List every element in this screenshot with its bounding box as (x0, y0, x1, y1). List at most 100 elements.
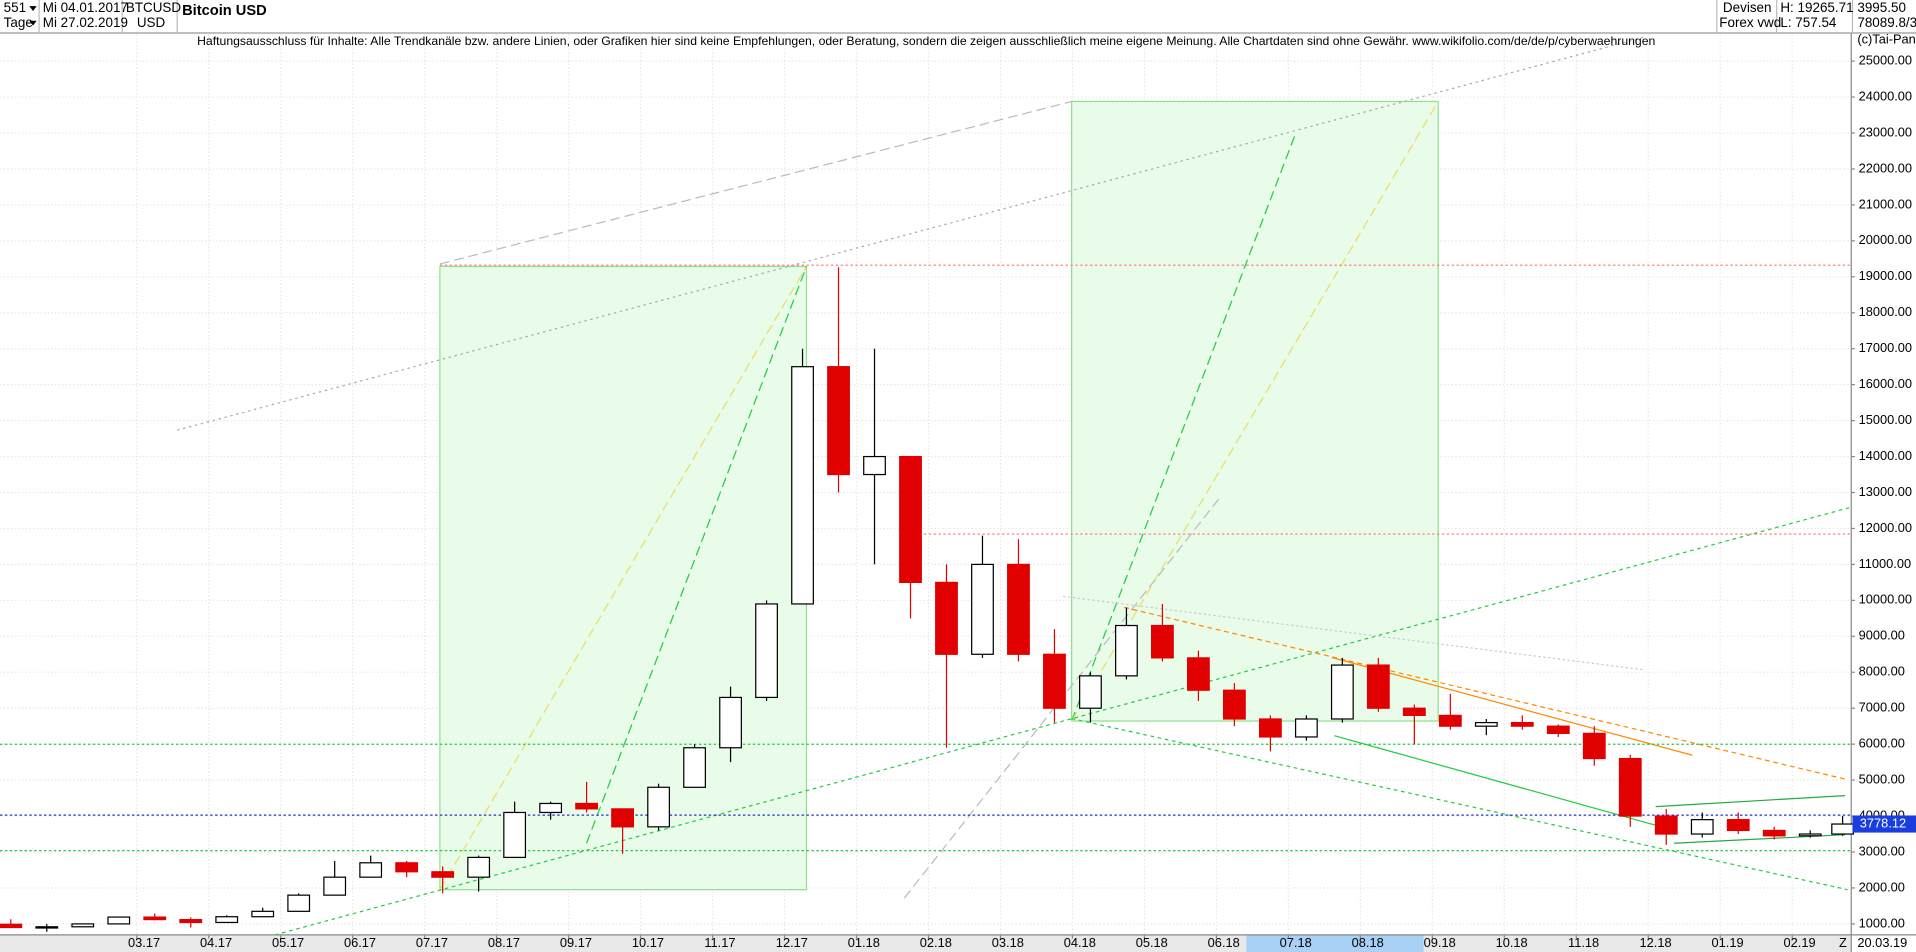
source: Forex vwd (1719, 15, 1781, 30)
x-tick-label: 04.17 (200, 935, 232, 950)
candles (0, 267, 1855, 932)
last-price-label: 3778.12 (1860, 815, 1906, 830)
y-tick-label: 12000.00 (1859, 520, 1913, 535)
trendline (274, 506, 1852, 936)
dropdown-arrow[interactable] (29, 20, 37, 26)
candle-body (1079, 675, 1102, 709)
candle-body (1043, 653, 1066, 709)
x-tick-label: 03.18 (992, 935, 1024, 950)
candle-body (791, 366, 814, 605)
disclaimer: Haftungsausschluss für Inhalte: Alle Tre… (197, 34, 1655, 48)
candle-body (395, 862, 419, 873)
candle-body (1474, 721, 1498, 727)
x-tick-label: 07.18 (1280, 935, 1312, 950)
y-tick-label: 20000.00 (1859, 232, 1913, 247)
y-tick-label: 17000.00 (1859, 340, 1913, 355)
y-tick-label: 10000.00 (1859, 592, 1913, 607)
candle-body (611, 808, 635, 828)
candle-body (503, 811, 527, 859)
last-price-box (1852, 815, 1916, 833)
y-tick-label: 15000.00 (1859, 412, 1913, 427)
y-tick-label: 19000.00 (1859, 268, 1913, 283)
dropdown-arrow[interactable] (29, 6, 37, 11)
axis-marker: Z (1839, 935, 1847, 950)
y-tick-label: 7000.00 (1859, 700, 1905, 715)
candle-body (107, 916, 131, 925)
header-value: 3995.50 (1857, 0, 1906, 15)
x-axis-highlight (1246, 934, 1424, 952)
y-tick-label: 18000.00 (1859, 304, 1913, 319)
trendline (1124, 606, 1848, 781)
candle-body (1222, 689, 1246, 720)
x-tick-label: 11.18 (1568, 935, 1599, 950)
period-selector[interactable]: Tage (4, 15, 33, 30)
x-tick-label: 06.18 (1208, 935, 1240, 950)
candle-body (323, 876, 347, 896)
y-tick-label: 11000.00 (1859, 556, 1912, 571)
y-tick-label: 13000.00 (1859, 484, 1913, 499)
x-tick-label: 11.17 (704, 935, 735, 950)
symbol: BTCUSD (126, 0, 182, 15)
y-tick-label: 22000.00 (1859, 160, 1913, 175)
trendline (1071, 101, 1439, 722)
candle-body (539, 802, 563, 814)
trendline (439, 266, 808, 890)
y-tick-label: 25000.00 (1859, 52, 1913, 67)
currency: USD (137, 15, 166, 30)
x-tick-label: 02.19 (1783, 935, 1815, 950)
x-tick-label: 05.17 (272, 935, 304, 950)
x-tick-label: 04.18 (1064, 935, 1096, 950)
y-tick-label: 16000.00 (1859, 376, 1913, 391)
candle-body (935, 581, 958, 655)
candle-body (179, 918, 203, 924)
trendline (1331, 656, 1693, 756)
candle-body (1762, 829, 1786, 837)
chart-title: Bitcoin USD (182, 3, 267, 19)
header-value: 78089.8/3 (1857, 15, 1916, 30)
y-tick-label: 9000.00 (1859, 628, 1905, 643)
candle-body (899, 455, 922, 583)
candle-body (467, 856, 491, 878)
y-tick-label: 2000.00 (1859, 879, 1905, 894)
y-tick-label: 24000.00 (1859, 88, 1913, 103)
candle-body (1690, 819, 1714, 835)
trendline (585, 266, 808, 844)
x-tick-label: 01.19 (1712, 935, 1744, 950)
header-bg (0, 0, 1916, 33)
candle-body (1294, 718, 1318, 738)
candle-body (1582, 732, 1606, 760)
x-tick-label: 03.17 (128, 935, 160, 950)
candle-body (143, 916, 167, 921)
x-tick-label: 08.18 (1352, 935, 1384, 950)
bars-selector[interactable]: 551 (4, 0, 26, 15)
candle-body (359, 862, 383, 878)
candle-body (1115, 624, 1138, 677)
candle-body (1618, 757, 1642, 817)
copyright: (c)Tai-Pan (1857, 32, 1915, 47)
x-tick-label: 09.18 (1424, 935, 1456, 950)
candle-body (287, 894, 311, 912)
market: Devisen (1723, 0, 1772, 15)
x-tick-label: 12.18 (1640, 935, 1672, 950)
y-tick-label: 23000.00 (1859, 124, 1913, 139)
x-tick-label: 06.17 (344, 935, 376, 950)
candle-body (1510, 721, 1534, 727)
candle-body (0, 923, 23, 929)
high-label: H: 19265.71 (1780, 0, 1853, 15)
x-tick-label: 02.18 (920, 935, 952, 950)
candle-body (863, 455, 886, 476)
candle-body (719, 696, 742, 749)
grid (0, 34, 1852, 935)
x-tick-label: 10.17 (632, 935, 664, 950)
x-tick-label: 10.18 (1496, 935, 1528, 950)
end-date: Mi 27.02.2019 (43, 15, 128, 30)
candle-body (1726, 819, 1750, 832)
candle-body (1007, 563, 1030, 655)
candle-body (575, 802, 599, 810)
candle-body (215, 916, 239, 924)
y-tick-label: 5000.00 (1859, 771, 1905, 786)
y-tick-label: 21000.00 (1859, 196, 1913, 211)
y-tick-label: 14000.00 (1859, 448, 1913, 463)
